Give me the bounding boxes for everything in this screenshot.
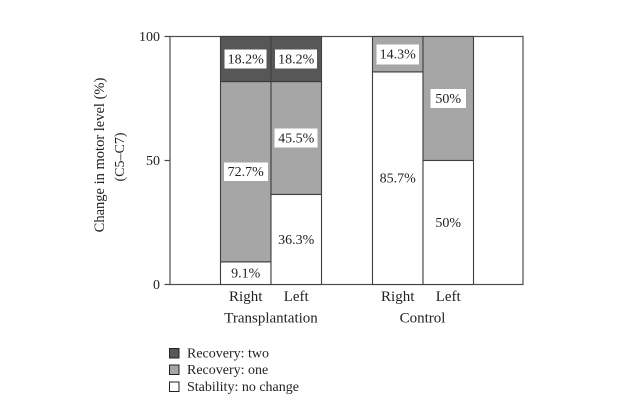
svg-text:Left: Left: [284, 289, 310, 305]
svg-text:Left: Left: [436, 289, 462, 305]
svg-text:72.7%: 72.7%: [228, 165, 265, 180]
svg-text:18.2%: 18.2%: [228, 53, 265, 68]
svg-text:85.7%: 85.7%: [380, 172, 417, 187]
svg-text:45.5%: 45.5%: [278, 132, 315, 147]
svg-text:Recovery: two: Recovery: two: [187, 347, 269, 362]
svg-text:Right: Right: [381, 289, 415, 305]
svg-text:50%: 50%: [435, 216, 461, 231]
svg-text:36.3%: 36.3%: [278, 233, 315, 248]
svg-text:50%: 50%: [435, 92, 461, 107]
svg-text:9.1%: 9.1%: [231, 267, 261, 282]
svg-text:(C5–C7): (C5–C7): [113, 132, 128, 181]
svg-text:Change in motor level (%): Change in motor level (%): [92, 78, 108, 233]
svg-text:14.3%: 14.3%: [380, 48, 417, 63]
svg-text:Control: Control: [400, 311, 446, 327]
svg-text:18.2%: 18.2%: [278, 53, 315, 68]
svg-text:50: 50: [146, 154, 160, 169]
svg-text:100: 100: [139, 30, 160, 45]
svg-text:0: 0: [153, 278, 160, 293]
svg-text:Right: Right: [229, 289, 263, 305]
svg-text:Stability: no change: Stability: no change: [187, 380, 299, 395]
svg-text:Transplantation: Transplantation: [224, 311, 318, 327]
svg-text:Recovery: one: Recovery: one: [187, 363, 268, 378]
